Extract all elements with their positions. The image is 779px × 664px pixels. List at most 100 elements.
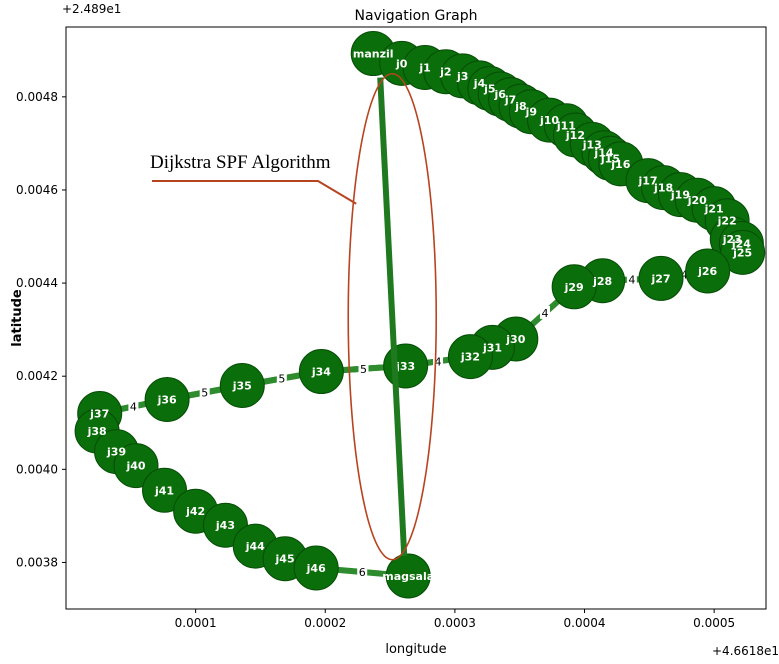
node-label-j29: j29 [564,281,584,294]
edge-weight-bg [128,399,139,413]
shortest-path-layer [377,77,408,557]
annotation-ellipse [347,72,438,561]
y-offset-text: +2.489e1 [62,2,121,16]
x-axis-label: longitude [385,642,446,657]
node-label-manzil: manzil [353,48,394,61]
node-label-j23: j23 [722,233,742,246]
node-label-j44: j44 [245,540,265,553]
edge-weight-bg [626,272,637,286]
node-label-magsala: magsala [382,570,434,583]
node-label-j43: j43 [215,519,235,532]
node-label-j35: j35 [232,380,252,393]
x-tick-label: 0.0001 [175,616,217,630]
node-label-j12: j12 [565,129,585,142]
annotation-leader-line [152,180,357,205]
node-label-j1: j1 [418,62,430,75]
node-label-j10: j10 [539,114,559,127]
y-tick-label: 0.0038 [16,555,58,569]
edge-weight-label: 5 [201,386,208,399]
node-label-j36: j36 [157,393,177,406]
node-label-j15: j15 [600,152,620,165]
node-label-j2: j2 [439,66,451,79]
edge-weight-label: 5 [360,363,367,376]
node-label-j40: j40 [125,460,145,473]
node-label-j45: j45 [275,553,295,566]
node-label-j31: j31 [482,341,502,354]
plot-frame [65,26,767,610]
node-label-j21: j21 [704,203,724,216]
node-j34 [298,349,344,395]
edge-weight-bg [357,564,368,578]
ticks-layer: 0.0001 0.0002 0.0003 0.0004 0.0005 0.0038 0.00… [16,90,735,630]
edge-weight-label: 4 [541,307,548,320]
x-tick-label: 0.0003 [434,616,476,630]
node-label-j42: j42 [185,505,205,518]
node-j26 [685,248,731,294]
node-label-j46: j46 [306,562,326,575]
node-label-j19: j19 [670,189,690,202]
node-j27 [638,255,684,301]
edge-weight-label: 4 [435,355,442,368]
node-j32 [447,334,493,380]
edge-weight-bg [199,385,210,399]
node-label-j30: j30 [505,333,525,346]
node-label-j22: j22 [717,215,737,228]
y-axis-label: latitude [10,289,25,347]
node-label-j9: j9 [525,106,537,119]
node-label-j26: j26 [697,265,717,278]
node-j25 [720,229,766,275]
edge-weight-bg [679,267,690,281]
node-label-j32: j32 [460,351,480,364]
annotation-layer: Dijkstra SPF Algorithm [150,72,438,561]
node-j29 [551,264,597,310]
y-tick-label: 0.0040 [16,462,58,476]
edge-weight-label: 4 [681,269,688,282]
edge-weight-label: 6 [359,566,366,579]
node-label-j0: j0 [395,57,408,70]
node-label-j33: j33 [395,360,415,373]
node-label-j3: j3 [456,70,468,83]
node-j35 [219,363,265,409]
node-label-j34: j34 [311,366,331,379]
x-tick-label: 0.0005 [693,616,735,630]
node-label-j5: j5 [483,82,495,95]
edge-weight-bg [539,305,550,319]
node-j36 [144,376,190,422]
x-tick-label: 0.0002 [304,616,346,630]
node-magsala [385,553,431,599]
node-label-j11: j11 [556,120,576,133]
y-tick-label: 0.0046 [16,183,58,197]
node-label-j13: j13 [582,138,602,151]
node-label-j27: j27 [650,272,670,285]
edge-weight-label: 5 [278,373,285,386]
edge-weight-bg [433,354,444,368]
edge-weight-bg [358,361,369,375]
node-j46 [293,545,339,591]
node-label-j4: j4 [473,77,486,90]
y-tick-label: 0.0048 [16,90,58,104]
chart-title: Navigation Graph [355,8,478,24]
node-label-j16: j16 [610,158,630,171]
node-label-j39: j39 [106,446,126,459]
node-label-j24: j24 [731,238,751,251]
node-label-j8: j8 [514,100,526,113]
node-label-j18: j18 [653,182,673,195]
axes-layer [65,26,767,610]
edge-weight-bg [276,371,287,385]
edge-weight-label: 4 [130,400,137,413]
node-label-j17: j17 [637,175,657,188]
node-label-j7: j7 [504,94,516,107]
shortest-path-line [377,77,408,557]
x-offset-text: +4.6618e1 [712,644,779,658]
node-label-j6: j6 [494,88,507,101]
annotation-text: Dijkstra SPF Algorithm [150,152,331,173]
edge-weight-label: 4 [628,274,635,287]
node-label-j14: j14 [593,147,613,160]
y-tick-label: 0.0044 [16,276,58,290]
node-label-j37: j37 [89,407,109,420]
node-label-j38: j38 [87,425,107,438]
x-tick-label: 0.0004 [564,616,606,630]
